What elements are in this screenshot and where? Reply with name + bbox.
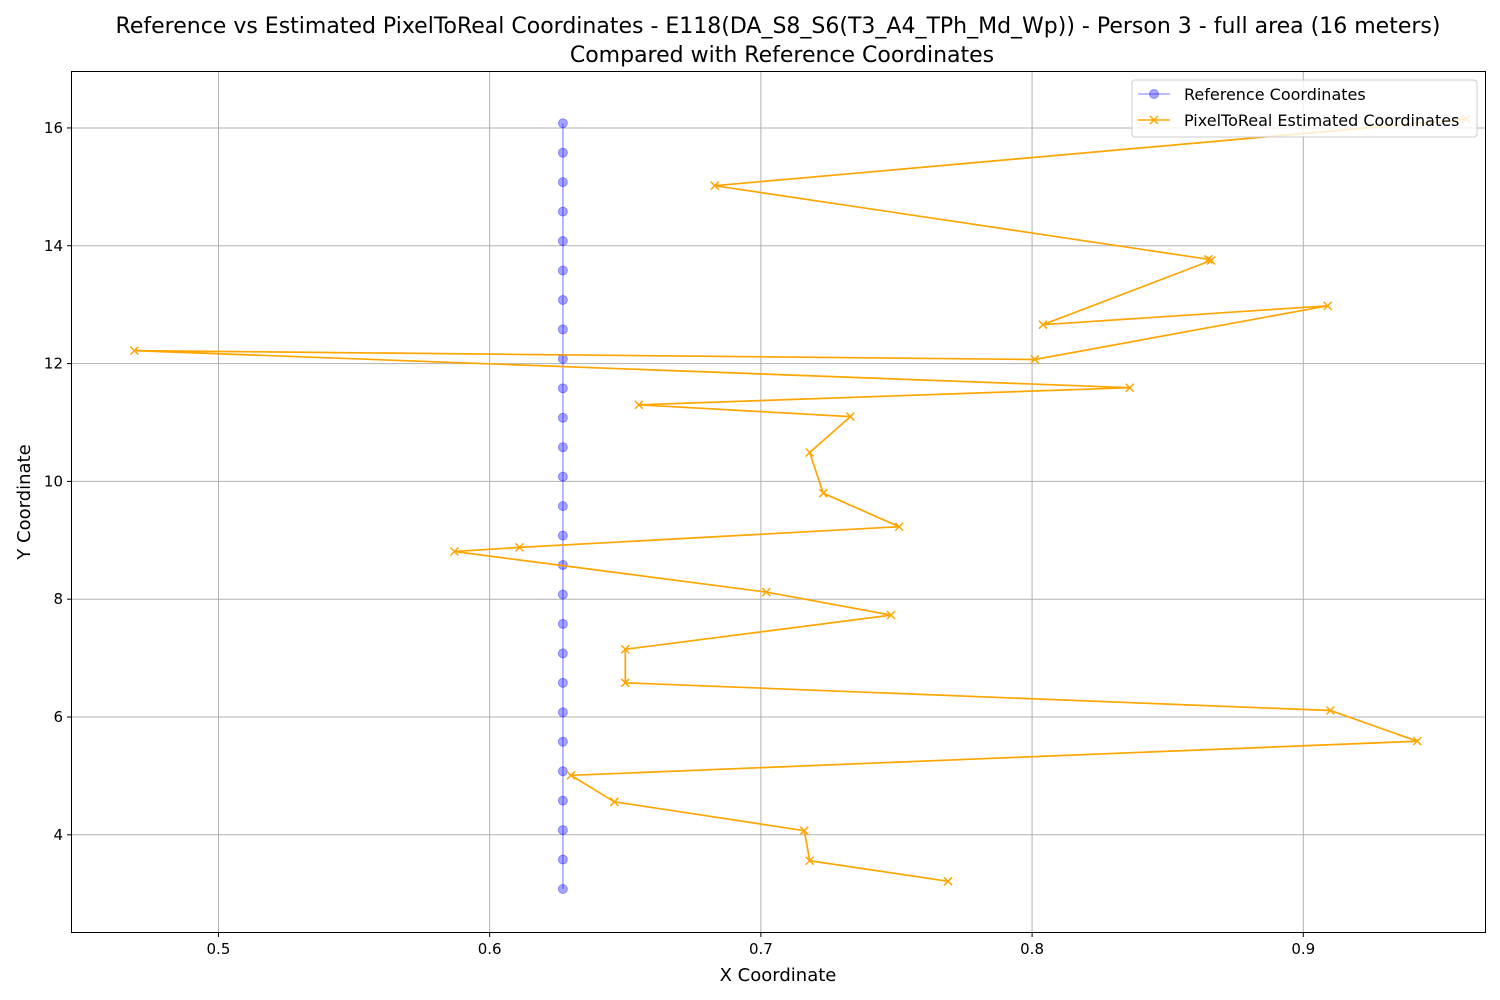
reference-point — [557, 854, 568, 865]
estimated-point — [710, 181, 720, 191]
reference-point — [557, 501, 568, 512]
y-tick-label: 12 — [44, 355, 63, 373]
reference-point — [557, 589, 568, 600]
legend-marker-estimated — [1149, 115, 1159, 125]
estimated-point — [1203, 254, 1213, 264]
estimated-point — [1038, 320, 1048, 330]
estimated-point — [129, 346, 139, 356]
reference-point — [557, 206, 568, 217]
x-tick-label: 0.6 — [478, 940, 502, 958]
reference-point — [557, 442, 568, 453]
legend: Reference Coordinates PixelToReal Estima… — [1131, 79, 1478, 138]
reference-point — [557, 884, 568, 894]
legend-label-reference: Reference Coordinates — [1184, 85, 1366, 104]
estimated-point — [761, 587, 771, 597]
legend-marker-reference — [1149, 89, 1159, 99]
x-axis-label: X Coordinate — [720, 965, 837, 986]
reference-point — [557, 795, 568, 806]
reference-point — [557, 736, 568, 747]
reference-point — [557, 618, 568, 629]
reference-point — [557, 118, 568, 129]
y-tick-label: 16 — [44, 119, 63, 137]
estimated-point — [609, 797, 619, 807]
reference-point — [557, 677, 568, 688]
y-tick-label: 8 — [53, 590, 63, 608]
reference-point — [557, 825, 568, 836]
reference-point — [557, 147, 568, 158]
plot-area — [129, 114, 1471, 894]
estimated-point — [886, 610, 896, 620]
legend-entry-estimated: PixelToReal Estimated Coordinates — [1138, 111, 1459, 130]
y-axis-label: Y Coordinate — [14, 444, 35, 560]
estimated-point — [514, 542, 525, 552]
estimated-point — [943, 876, 953, 886]
y-tick-label: 14 — [44, 237, 63, 255]
legend-frame — [1131, 79, 1478, 138]
estimated-point — [845, 412, 855, 422]
estimated-point — [894, 522, 904, 532]
estimated-point — [1206, 255, 1216, 266]
estimated-point — [799, 826, 809, 836]
reference-point — [557, 324, 568, 335]
x-tick-label: 0.5 — [207, 940, 231, 958]
estimated-point — [1030, 354, 1040, 364]
reference-point — [557, 412, 568, 423]
estimated-point — [1323, 301, 1333, 311]
estimated-point — [1412, 736, 1422, 746]
reference-point — [557, 265, 568, 276]
reference-point — [557, 530, 568, 541]
reference-point — [557, 236, 568, 247]
y-tick-label: 4 — [53, 826, 63, 844]
estimated-point — [449, 546, 459, 557]
chart-title-line2: Compared with Reference Coordinates — [570, 43, 994, 68]
plot-frame — [71, 71, 1486, 933]
estimated-point — [620, 644, 630, 654]
estimated-point — [634, 400, 644, 410]
reference-point — [557, 177, 568, 188]
reference-point — [557, 707, 568, 718]
estimated-point — [805, 447, 815, 458]
x-tick-label: 0.8 — [1020, 940, 1044, 958]
legend-label-estimated: PixelToReal Estimated Coordinates — [1184, 111, 1459, 130]
x-tick-label: 0.7 — [749, 940, 773, 958]
reference-point — [557, 648, 568, 659]
estimated-point — [805, 856, 815, 866]
reference-point — [557, 383, 568, 394]
reference-point — [557, 471, 568, 482]
estimated-point — [566, 770, 576, 780]
chart-title-line1: Reference vs Estimated PixelToReal Coord… — [116, 14, 1441, 39]
y-tick-label: 6 — [53, 708, 63, 726]
reference-point — [557, 766, 568, 777]
estimated-point — [1325, 705, 1335, 716]
reference-point — [557, 294, 568, 305]
estimated-point — [620, 678, 630, 688]
grid — [72, 72, 1485, 932]
estimated-point — [818, 488, 828, 498]
estimated-point — [1125, 383, 1135, 393]
y-tick-label: 10 — [44, 472, 63, 490]
x-tick-label: 0.9 — [1291, 940, 1315, 958]
legend-entry-reference: Reference Coordinates — [1138, 85, 1366, 104]
